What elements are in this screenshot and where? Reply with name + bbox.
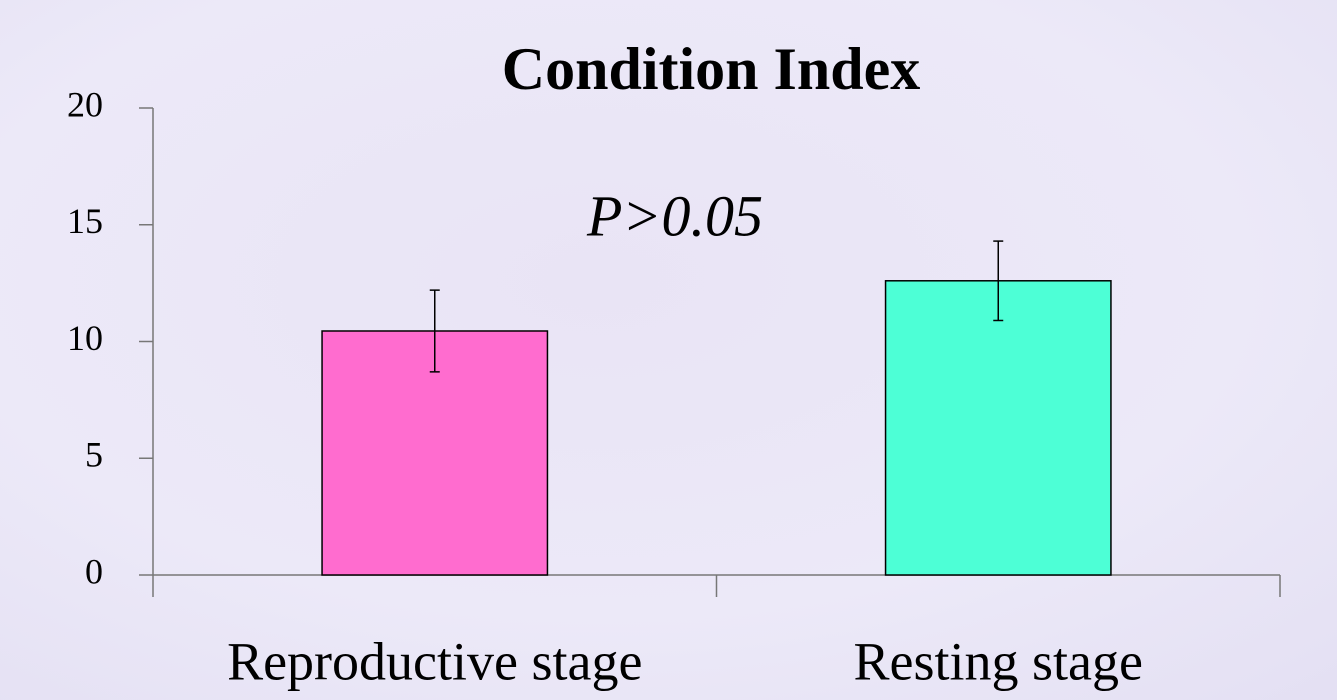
- y-tick-label: 20: [67, 84, 103, 124]
- y-tick-label: 0: [85, 551, 103, 591]
- y-tick-label: 10: [67, 318, 103, 358]
- chart-title: Condition Index: [502, 36, 920, 102]
- x-tick-label: Reproductive stage: [227, 631, 642, 691]
- bar: [886, 281, 1111, 575]
- page: Condition Index P>0.05 0 5 10 15 20 Reproduct…: [0, 0, 1337, 700]
- x-tick-label: Resting stage: [854, 631, 1143, 691]
- chart: Condition Index P>0.05 0 5 10 15 20 Reproduct…: [0, 0, 1337, 700]
- y-tick-label: 5: [85, 435, 103, 475]
- annotation: P>0.05: [586, 183, 763, 248]
- background: [0, 0, 1337, 700]
- y-tick-label: 15: [67, 201, 103, 241]
